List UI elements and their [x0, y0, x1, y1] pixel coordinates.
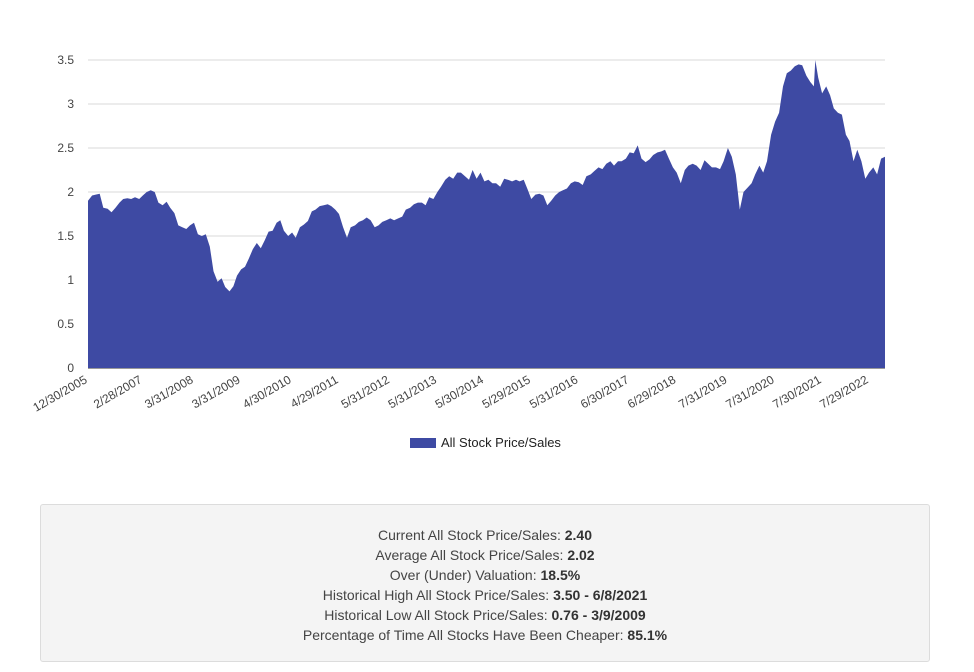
- y-axis-labels: 0 0.5 1 1.5 2 2.5 3 3.5: [57, 53, 74, 375]
- x-tick-label: 2/28/2007: [91, 372, 145, 411]
- x-tick-label: 7/31/2020: [723, 372, 777, 411]
- x-tick-label: 5/30/2014: [433, 372, 487, 411]
- legend-swatch: [410, 437, 436, 448]
- x-tick-label: 5/29/2015: [480, 372, 534, 411]
- x-tick-label: 12/30/2005: [30, 372, 89, 414]
- y-tick-label: 3: [67, 97, 74, 111]
- stat-cheaper: Percentage of Time All Stocks Have Been …: [302, 627, 668, 643]
- y-tick-label: 0: [67, 361, 74, 375]
- stat-valuation: Over (Under) Valuation: 18.5%: [389, 567, 581, 583]
- x-tick-label: 3/31/2009: [189, 372, 243, 411]
- stat-current: Current All Stock Price/Sales: 2.40: [378, 527, 592, 543]
- y-tick-label: 3.5: [57, 53, 74, 67]
- x-tick-label: 7/31/2019: [676, 372, 730, 411]
- x-tick-label: 6/30/2017: [578, 372, 632, 411]
- x-tick-label: 5/31/2013: [386, 372, 440, 411]
- x-tick-label: 7/29/2022: [817, 372, 871, 411]
- y-tick-label: 2.5: [57, 141, 74, 155]
- price-sales-chart: 00.511.522.533.5 12/30/2005 2/28/20073/31…: [30, 53, 885, 415]
- y-tick-label: 1: [67, 273, 74, 287]
- x-tick-label: 4/29/2011: [288, 372, 341, 411]
- series-area: [88, 60, 885, 368]
- legend: All Stock Price/Sales: [410, 435, 561, 450]
- x-tick-label: 5/31/2016: [527, 372, 581, 411]
- stat-low: Historical Low All Stock Price/Sales: 0.…: [324, 607, 646, 623]
- y-tick-label: 2: [67, 185, 74, 199]
- stat-high: Historical High All Stock Price/Sales: 3…: [322, 587, 648, 603]
- y-tick-label: 0.5: [57, 317, 74, 331]
- x-tick-label: 4/30/2010: [240, 372, 294, 411]
- x-tick-label: 3/31/2008: [142, 372, 196, 411]
- legend-label: All Stock Price/Sales: [441, 435, 561, 450]
- stats-panel: Current All Stock Price/Sales: 2.40 Aver…: [40, 504, 930, 662]
- stat-average: Average All Stock Price/Sales: 2.02: [375, 547, 595, 563]
- x-tick-label: 5/31/2012: [339, 372, 393, 411]
- y-tick-label: 1.5: [57, 229, 74, 243]
- x-tick-label: 7/30/2021: [770, 372, 824, 411]
- x-axis-labels: 12/30/2005 2/28/20073/31/20083/31/20094/3…: [30, 372, 870, 414]
- x-tick-label: 6/29/2018: [625, 372, 679, 411]
